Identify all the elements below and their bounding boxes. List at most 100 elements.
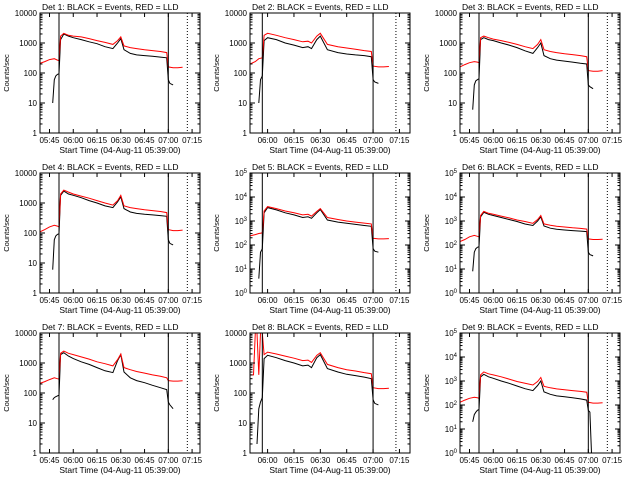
x-tick-label: 06:30 bbox=[310, 456, 331, 465]
plot-frame bbox=[249, 332, 411, 454]
y-tick-label: 10000 bbox=[15, 329, 38, 338]
x-tick-label: 06:15 bbox=[87, 296, 108, 305]
series-events-line bbox=[258, 35, 379, 104]
panel-title: Det 7: BLACK = Events, RED = LLD bbox=[42, 322, 179, 332]
x-tick-label: 07:15 bbox=[182, 456, 203, 465]
y-tick-label: 103 bbox=[235, 217, 248, 226]
x-axis-label: Start Time (04-Aug-11 05:39:00) bbox=[59, 305, 180, 315]
x-tick-label: 06:00 bbox=[483, 296, 504, 305]
y-tick-label: 105 bbox=[445, 329, 458, 338]
series-lld-line bbox=[40, 32, 183, 69]
y-tick-label: 105 bbox=[235, 169, 248, 178]
y-tick-label: 10 bbox=[448, 99, 457, 108]
series-events-line bbox=[472, 211, 594, 272]
x-tick-label: 06:30 bbox=[111, 456, 132, 465]
panel-det-2: 06:00 06:15 06:30 06:45 07:00 07:15 1 10 100 1000… bbox=[212, 2, 411, 155]
y-tick-label: 102 bbox=[445, 241, 458, 250]
y-tick-label: 100 bbox=[24, 389, 38, 398]
x-axis-label: Start Time (04-Aug-11 05:39:00) bbox=[59, 465, 180, 475]
x-tick-label: 06:45 bbox=[337, 456, 358, 465]
x-tick-label: 07:15 bbox=[182, 136, 203, 145]
x-tick-label: 06:15 bbox=[507, 136, 528, 145]
x-tick-label: 05:45 bbox=[39, 136, 60, 145]
x-tick-label: 06:00 bbox=[63, 136, 84, 145]
series-lld-line bbox=[40, 350, 183, 384]
panel-title: Det 2: BLACK = Events, RED = LLD bbox=[252, 2, 389, 12]
x-tick-label: 06:00 bbox=[258, 136, 279, 145]
series-lld-line bbox=[250, 206, 389, 240]
y-tick-label: 1000 bbox=[19, 39, 37, 48]
x-tick-label: 06:30 bbox=[111, 136, 132, 145]
x-tick-label: 06:15 bbox=[87, 456, 108, 465]
y-tick-label: 10000 bbox=[225, 9, 248, 18]
x-tick-label: 06:00 bbox=[483, 456, 504, 465]
y-tick-label: 104 bbox=[445, 353, 458, 362]
x-tick-label: 07:00 bbox=[158, 136, 179, 145]
x-tick-label: 06:30 bbox=[310, 296, 331, 305]
x-axis-label: Start Time (04-Aug-11 05:39:00) bbox=[269, 305, 390, 315]
y-axis-label: Counts/sec bbox=[212, 214, 221, 252]
x-tick-label: 06:00 bbox=[483, 136, 504, 145]
y-tick-label: 1 bbox=[33, 289, 38, 298]
y-axis-label: Counts/sec bbox=[212, 54, 221, 92]
x-axis-label: Start Time (04-Aug-11 05:39:00) bbox=[479, 465, 600, 475]
panel-det-9: 05:45 06:00 06:15 06:30 06:45 07:00 07:15 100 10… bbox=[422, 322, 623, 475]
panel-det-6: 05:45 06:00 06:15 06:30 06:45 07:00 07:15 100 10… bbox=[422, 162, 623, 315]
panel-det-8: 06:00 06:15 06:30 06:45 07:00 07:15 1 10 100 1000… bbox=[212, 322, 411, 475]
y-tick-label: 100 bbox=[234, 389, 248, 398]
x-tick-label: 06:00 bbox=[258, 296, 279, 305]
x-axis-label: Start Time (04-Aug-11 05:39:00) bbox=[59, 145, 180, 155]
panel-title: Det 3: BLACK = Events, RED = LLD bbox=[462, 2, 599, 12]
x-tick-label: 06:45 bbox=[135, 296, 156, 305]
x-axis-label: Start Time (04-Aug-11 05:39:00) bbox=[269, 145, 390, 155]
x-tick-label: 05:45 bbox=[39, 456, 60, 465]
y-tick-label: 10000 bbox=[225, 329, 248, 338]
x-tick-label: 07:15 bbox=[389, 296, 410, 305]
x-tick-label: 05:45 bbox=[459, 456, 480, 465]
y-tick-label: 10000 bbox=[435, 9, 458, 18]
y-tick-label: 1000 bbox=[439, 39, 457, 48]
y-axis-label: Counts/sec bbox=[422, 214, 431, 252]
series-events-line bbox=[52, 352, 174, 410]
y-tick-label: 1 bbox=[33, 129, 38, 138]
y-tick-label: 104 bbox=[235, 193, 248, 202]
x-tick-label: 07:15 bbox=[389, 136, 410, 145]
x-tick-label: 07:15 bbox=[602, 296, 623, 305]
plot-frame bbox=[249, 12, 411, 134]
x-tick-label: 07:00 bbox=[158, 296, 179, 305]
y-tick-label: 100 bbox=[24, 229, 38, 238]
y-tick-label: 100 bbox=[234, 69, 248, 78]
x-tick-label: 07:15 bbox=[389, 456, 410, 465]
y-tick-label: 100 bbox=[445, 449, 458, 458]
panel-det-3: 05:45 06:00 06:15 06:30 06:45 07:00 07:15 1 10 10… bbox=[422, 2, 623, 155]
series-events-line bbox=[52, 190, 174, 270]
series-lld-line bbox=[460, 371, 603, 404]
series-events-line bbox=[256, 353, 379, 445]
x-tick-label: 06:30 bbox=[111, 296, 132, 305]
x-tick-label: 07:00 bbox=[363, 296, 384, 305]
panel-det-5: 06:00 06:15 06:30 06:45 07:00 07:15 100 101 102 1… bbox=[212, 162, 411, 315]
x-tick-label: 06:45 bbox=[337, 136, 358, 145]
y-tick-label: 10 bbox=[28, 99, 37, 108]
panel-title: Det 6: BLACK = Events, RED = LLD bbox=[462, 162, 599, 172]
x-tick-label: 06:30 bbox=[531, 296, 552, 305]
panel-title: Det 1: BLACK = Events, RED = LLD bbox=[42, 2, 179, 12]
series-events-line bbox=[472, 373, 594, 453]
x-axis-label: Start Time (04-Aug-11 05:39:00) bbox=[479, 305, 600, 315]
y-tick-label: 102 bbox=[445, 401, 458, 410]
plot-frame bbox=[249, 172, 411, 294]
y-tick-label: 1000 bbox=[19, 199, 37, 208]
panel-det-7: 05:45 06:00 06:15 06:30 06:45 07:00 07:15 1 10 10… bbox=[2, 322, 203, 475]
x-tick-label: 07:00 bbox=[363, 136, 384, 145]
x-tick-label: 06:30 bbox=[310, 136, 331, 145]
x-tick-label: 07:00 bbox=[363, 456, 384, 465]
x-tick-label: 07:15 bbox=[182, 296, 203, 305]
y-tick-label: 102 bbox=[235, 241, 248, 250]
x-tick-label: 06:15 bbox=[87, 136, 108, 145]
x-tick-label: 06:00 bbox=[63, 456, 84, 465]
series-events-line bbox=[258, 207, 379, 279]
plot-frame bbox=[459, 12, 621, 134]
series-lld-line bbox=[40, 189, 183, 233]
y-tick-label: 104 bbox=[445, 193, 458, 202]
y-tick-label: 103 bbox=[445, 377, 458, 386]
